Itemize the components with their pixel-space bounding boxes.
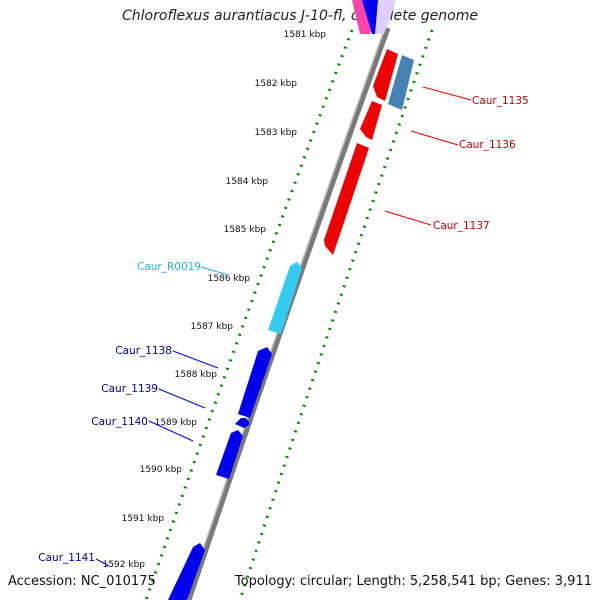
gene-caur-1139 [235,418,250,428]
gene-label: Caur_1136 [459,139,516,151]
ruler-label: 1592 kbp [103,560,146,570]
ruler-label: 1581 kbp [284,30,327,40]
gene-label: Caur_1137 [433,220,490,232]
ruler-label: 1589 kbp [155,418,198,428]
gene-caur-1137 [324,143,369,255]
gene-caur-1138 [238,347,272,418]
outer-tick-track [144,29,354,600]
genome-backbone [186,27,391,600]
genome-summary-text: Topology: circular; Length: 5,258,541 bp… [234,574,592,589]
connector-caur-1136 [410,130,459,146]
gene-label: Caur_1141 [38,552,95,564]
ruler-label: 1582 kbp [255,79,298,89]
gene-label: Caur_1140 [91,416,148,428]
ruler-label: 1586 kbp [208,274,251,284]
gene-caur-r0019 [268,262,302,334]
gene-labels: Caur_1135 Caur_1136 Caur_1137 Caur_R0019 Cau… [38,95,528,564]
reverse-feature-top [375,0,396,34]
gene-caur-1135 [373,49,398,101]
inner-tick-track [238,29,434,600]
ruler-label: 1590 kbp [140,465,183,475]
gene-label: Caur_R0019 [137,261,201,273]
accession-text: Accession: NC_010175 [8,574,156,589]
ruler-label: 1583 kbp [255,128,298,138]
ruler-label: 1588 kbp [175,370,218,380]
connector-caur-r0019 [200,266,229,276]
ruler-label: 1584 kbp [226,177,269,187]
ruler-labels: 1581 kbp 1582 kbp 1583 kbp 1584 kbp 1585 kbp… [103,30,327,570]
gene-caur-1141 [168,543,205,600]
connector-caur-1141 [95,558,110,567]
gene-caur-1140 [216,430,243,479]
reverse-strand-features [324,0,414,255]
gene-label: Caur_1138 [115,345,172,357]
connector-caur-1140 [148,420,194,442]
ruler-label: 1587 kbp [191,322,234,332]
gene-caur-1135-other [388,55,414,110]
ruler-label: 1591 kbp [122,514,165,524]
gene-label: Caur_1139 [101,383,158,395]
ruler-label: 1585 kbp [224,225,267,235]
forward-feature-top-blue [362,0,380,34]
gene-label: Caur_1135 [472,95,529,107]
connector-caur-1137 [384,210,432,226]
connector-caur-1138 [172,350,219,369]
gene-caur-1136 [360,101,382,140]
connector-caur-1135 [422,86,472,101]
connector-caur-1139 [158,388,206,409]
forward-strand-features [168,0,380,600]
label-connectors [95,86,472,567]
